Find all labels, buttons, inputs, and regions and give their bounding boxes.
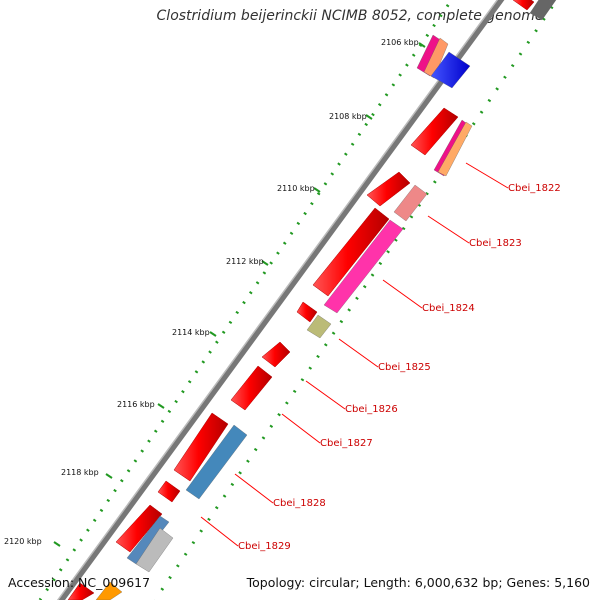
gene-label-cbei-1826[interactable]: Cbei_1826 xyxy=(345,404,398,415)
cds-arrow[interactable] xyxy=(437,121,473,177)
gene-label-leaders xyxy=(200,162,509,547)
cds-arrow[interactable] xyxy=(185,424,248,500)
accession-info: Accession: NC_009617 xyxy=(8,575,150,590)
cds-arrow[interactable] xyxy=(512,0,535,11)
gene-label-cbei-1825[interactable]: Cbei_1825 xyxy=(378,362,431,373)
kbp-label-2112: 2112 kbp xyxy=(226,257,264,266)
reverse-cds-track xyxy=(95,0,557,600)
cds-arrow[interactable] xyxy=(157,480,181,503)
accession-label: Accession: xyxy=(8,575,75,590)
cds-arrow[interactable] xyxy=(95,581,123,600)
cds-arrow[interactable] xyxy=(306,314,332,339)
gene-label-cbei-1828[interactable]: Cbei_1828 xyxy=(273,498,326,509)
cds-arrow[interactable] xyxy=(126,515,170,565)
forward-cds-track xyxy=(67,0,535,600)
gc-track-inner xyxy=(153,0,559,600)
genome-backbone-highlight xyxy=(56,0,499,600)
kbp-label-2114: 2114 kbp xyxy=(172,328,210,337)
genome-backbone xyxy=(57,0,505,600)
accession-value: NC_009617 xyxy=(78,575,151,590)
kbp-label-2116: 2116 kbp xyxy=(117,400,155,409)
map-title: Clostridium beijerinckii NCIMB 8052, com… xyxy=(156,8,544,24)
cds-arrow[interactable] xyxy=(366,171,411,207)
cds-arrow[interactable] xyxy=(261,341,291,368)
topology-info: Topology: circular; Length: 6,000,632 bp… xyxy=(246,575,590,590)
kbp-label-2120: 2120 kbp xyxy=(4,537,42,546)
cds-arrow[interactable] xyxy=(423,37,449,79)
cds-arrow[interactable] xyxy=(323,219,404,314)
cds-arrow[interactable] xyxy=(312,207,390,297)
gene-label-cbei-1827[interactable]: Cbei_1827 xyxy=(320,438,373,449)
cds-arrow[interactable] xyxy=(115,504,163,553)
gc-track-outer xyxy=(38,0,454,600)
cds-arrow[interactable] xyxy=(173,412,229,482)
gene-label-cbei-1823[interactable]: Cbei_1823 xyxy=(469,238,522,249)
kbp-label-2106: 2106 kbp xyxy=(381,38,419,47)
cds-arrow[interactable] xyxy=(296,301,318,323)
kbp-ticks xyxy=(53,42,426,547)
gene-label-cbei-1829[interactable]: Cbei_1829 xyxy=(238,541,291,552)
cds-arrow[interactable] xyxy=(230,365,273,411)
cds-arrow[interactable] xyxy=(393,184,428,222)
cds-arrow[interactable] xyxy=(135,527,174,573)
gene-label-cbei-1822[interactable]: Cbei_1822 xyxy=(508,183,561,194)
cds-arrow[interactable] xyxy=(430,51,471,89)
cds-arrow[interactable] xyxy=(529,0,557,21)
gene-label-cbei-1824[interactable]: Cbei_1824 xyxy=(422,303,475,314)
kbp-label-2110: 2110 kbp xyxy=(277,184,315,193)
kbp-label-2118: 2118 kbp xyxy=(61,468,99,477)
cds-arrow[interactable] xyxy=(67,582,95,600)
kbp-label-2108: 2108 kbp xyxy=(329,112,367,121)
cds-arrow[interactable] xyxy=(410,107,459,156)
